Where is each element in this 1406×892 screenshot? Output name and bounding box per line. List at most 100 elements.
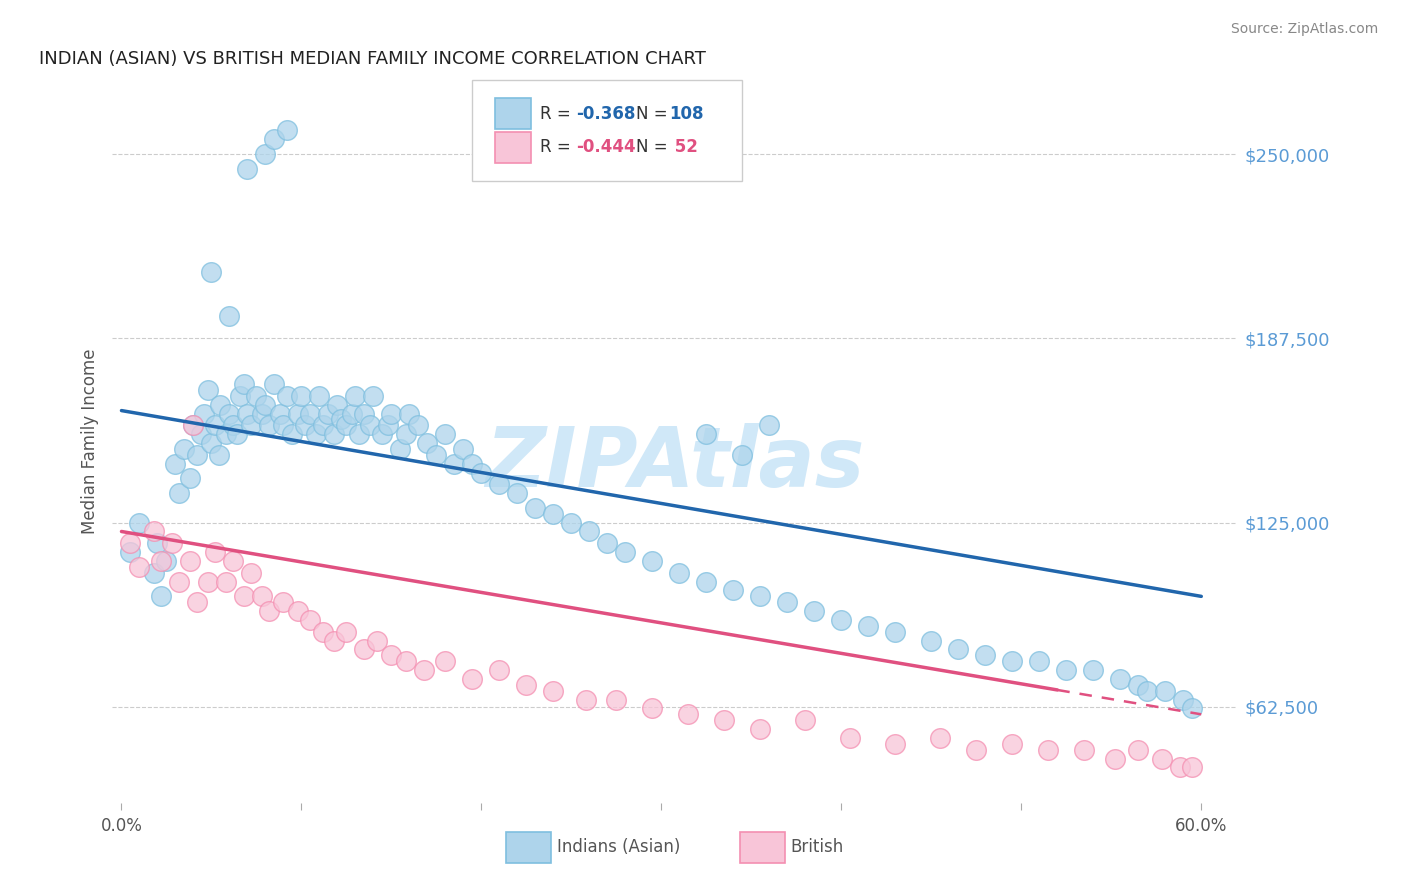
Point <box>578 524 600 539</box>
Point <box>294 418 316 433</box>
Point <box>312 418 335 433</box>
Point <box>240 418 263 433</box>
Point <box>668 566 690 580</box>
Point <box>377 418 399 433</box>
Point <box>1181 760 1204 774</box>
Point <box>299 613 322 627</box>
Point <box>179 554 201 568</box>
Point <box>263 132 285 146</box>
Point <box>335 418 357 433</box>
Point <box>371 427 394 442</box>
Point <box>723 583 745 598</box>
Point <box>1104 751 1126 765</box>
Point <box>150 590 173 604</box>
Point <box>344 389 367 403</box>
Text: ZIPAtlas: ZIPAtlas <box>485 423 865 504</box>
Point <box>353 407 375 421</box>
Point <box>208 448 231 462</box>
Point <box>1054 663 1077 677</box>
Point <box>1168 760 1191 774</box>
Point <box>276 123 298 137</box>
FancyBboxPatch shape <box>495 98 531 128</box>
Point <box>974 648 997 663</box>
Point <box>434 654 457 668</box>
Point <box>183 418 205 433</box>
Text: British: British <box>790 838 844 856</box>
Point <box>322 633 344 648</box>
Point <box>160 536 183 550</box>
Point <box>929 731 952 745</box>
Point <box>830 613 852 627</box>
Point <box>155 554 177 568</box>
Point <box>695 574 717 589</box>
Point <box>1128 678 1150 692</box>
Point <box>395 654 418 668</box>
Point <box>287 407 309 421</box>
Text: Indians (Asian): Indians (Asian) <box>557 838 681 856</box>
Text: -0.444: -0.444 <box>576 138 636 156</box>
Point <box>858 619 880 633</box>
Point <box>543 507 565 521</box>
Point <box>488 663 510 677</box>
Point <box>395 427 418 442</box>
Point <box>165 457 187 471</box>
Point <box>347 427 370 442</box>
Point <box>470 466 492 480</box>
Point <box>204 545 226 559</box>
Point <box>1038 742 1060 756</box>
Point <box>948 642 970 657</box>
FancyBboxPatch shape <box>472 80 742 181</box>
Point <box>1181 701 1204 715</box>
Point <box>398 407 420 421</box>
Point <box>1073 742 1095 756</box>
Text: Source: ZipAtlas.com: Source: ZipAtlas.com <box>1230 22 1378 37</box>
Point <box>1128 742 1150 756</box>
Point <box>240 566 263 580</box>
Point <box>229 389 252 403</box>
Point <box>186 595 208 609</box>
Point <box>179 471 201 485</box>
Point <box>1150 751 1173 765</box>
Point <box>183 418 205 433</box>
Point <box>434 427 457 442</box>
Point <box>305 427 328 442</box>
Point <box>222 418 245 433</box>
Point <box>749 590 772 604</box>
Point <box>225 427 247 442</box>
Point <box>245 389 267 403</box>
Point <box>758 418 780 433</box>
Point <box>461 457 484 471</box>
Point <box>290 389 312 403</box>
Point <box>731 448 754 462</box>
Point <box>142 566 165 580</box>
Point <box>776 595 799 609</box>
Point <box>322 427 344 442</box>
Point <box>281 427 304 442</box>
Point <box>250 590 273 604</box>
Point <box>515 678 537 692</box>
Point <box>200 265 222 279</box>
Point <box>273 595 295 609</box>
Point <box>150 554 173 568</box>
Text: 52: 52 <box>669 138 699 156</box>
Point <box>839 731 862 745</box>
Point <box>276 389 298 403</box>
Point <box>359 418 381 433</box>
Point <box>193 407 215 421</box>
Point <box>353 642 375 657</box>
Text: N =: N = <box>636 104 672 122</box>
Point <box>312 624 335 639</box>
Text: 108: 108 <box>669 104 704 122</box>
Point <box>641 701 664 715</box>
Point <box>120 545 142 559</box>
Point <box>713 713 735 727</box>
Point <box>186 448 208 462</box>
Point <box>884 737 907 751</box>
Point <box>641 554 664 568</box>
Point <box>380 407 402 421</box>
Point <box>326 398 349 412</box>
Point <box>257 418 280 433</box>
Point <box>1136 683 1159 698</box>
Point <box>695 427 717 442</box>
Point <box>263 377 285 392</box>
